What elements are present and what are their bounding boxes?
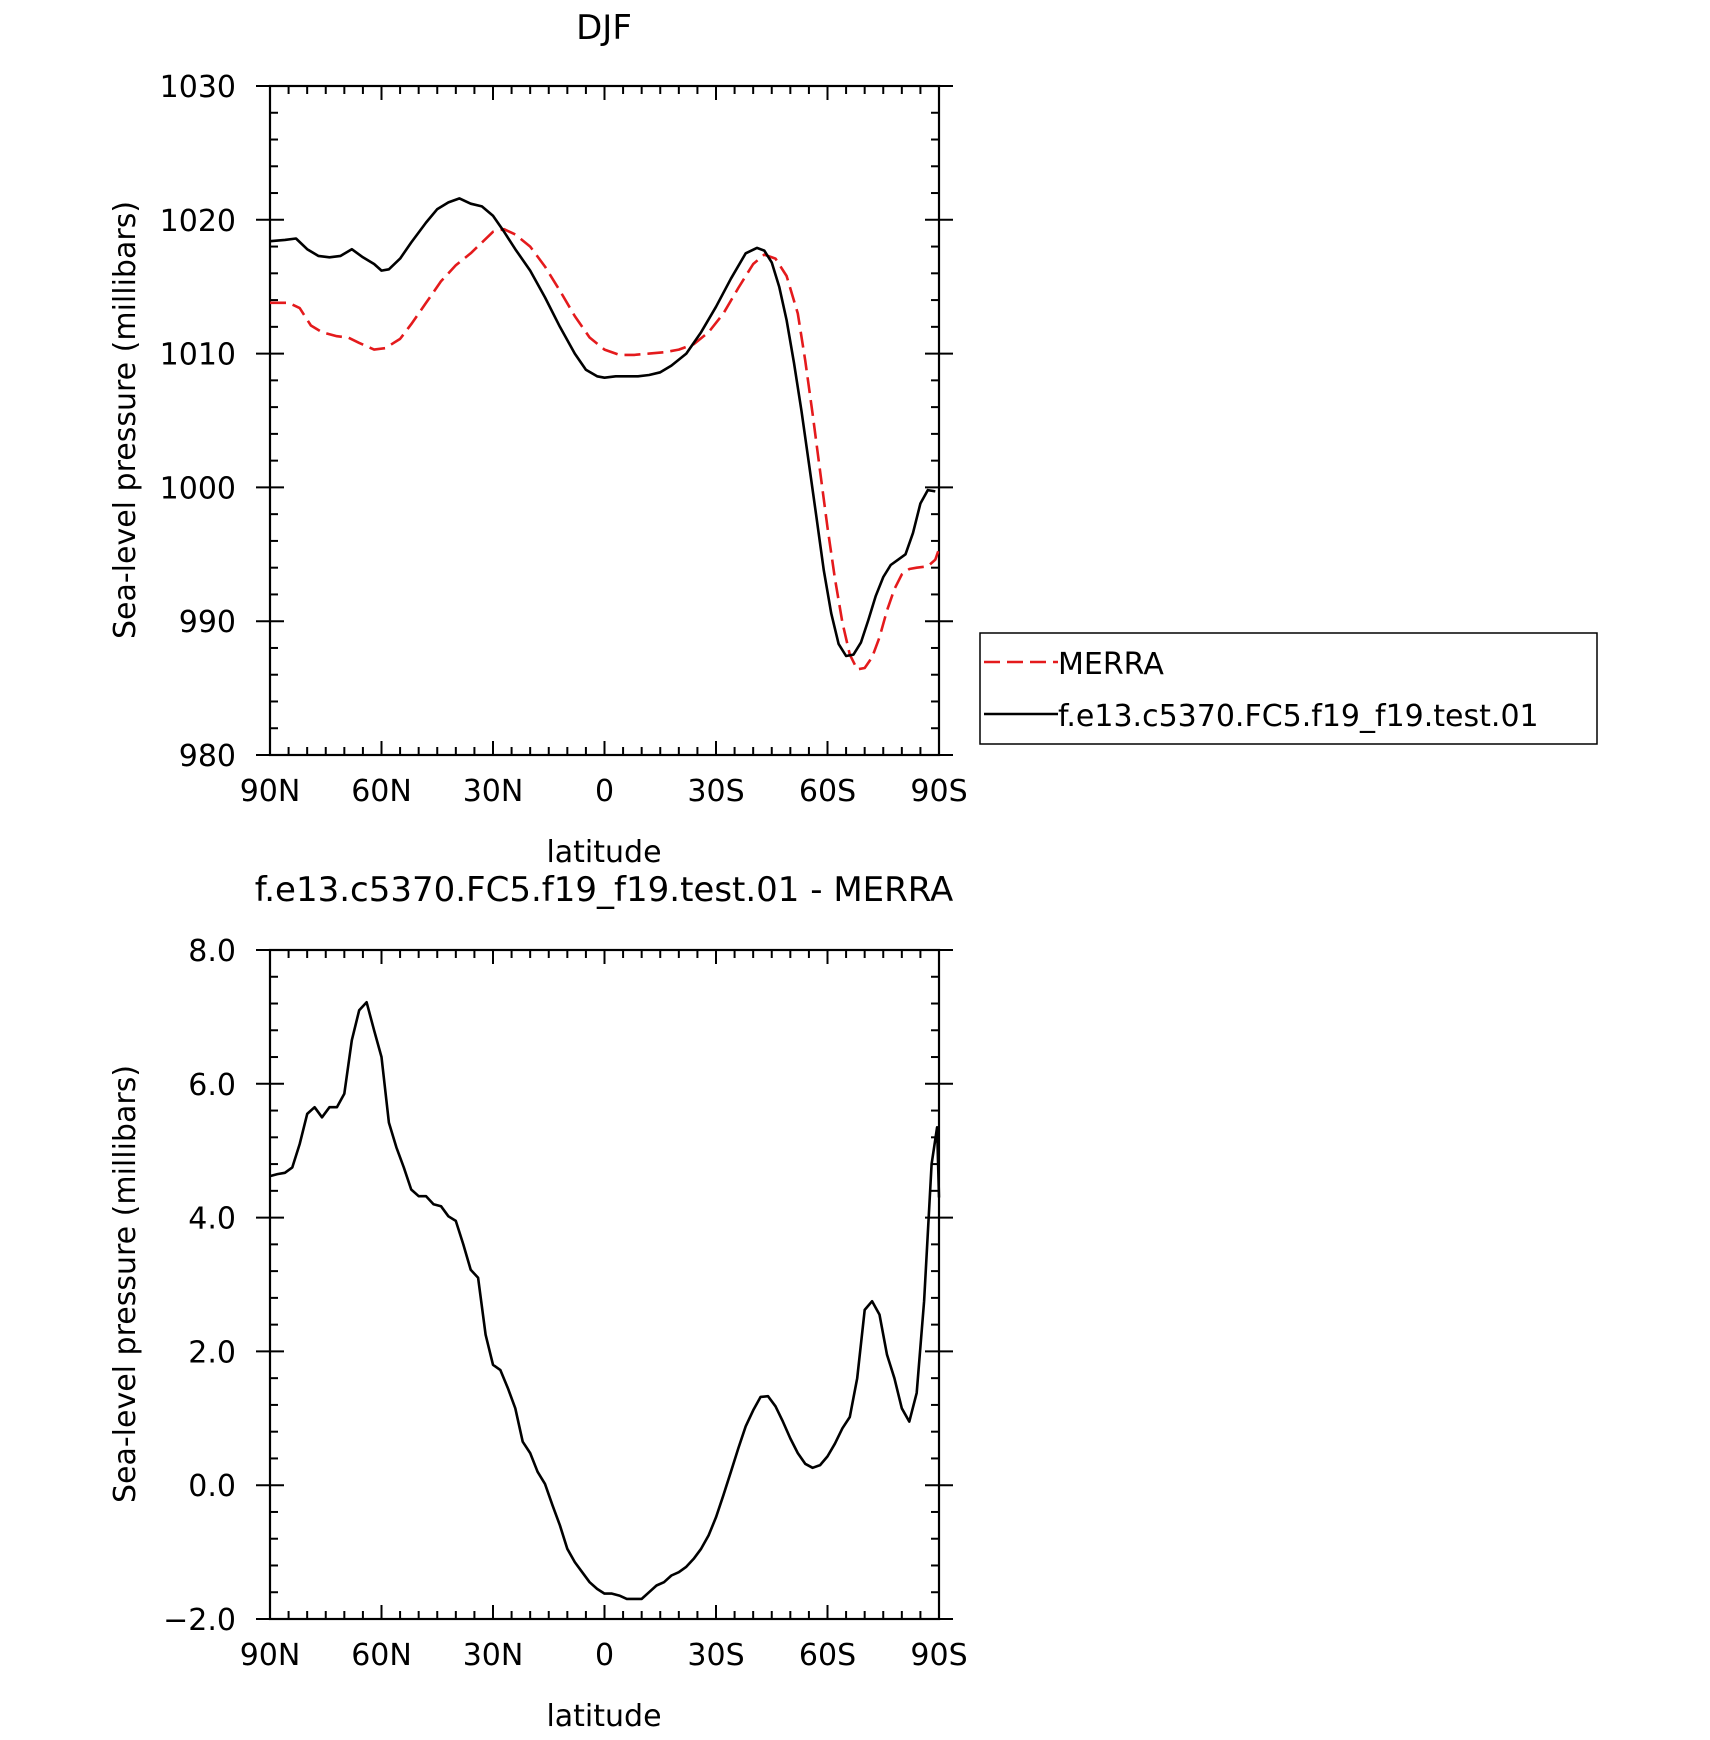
x-tick-label: 60S	[799, 774, 856, 809]
top-ylabel: Sea-level pressure (millibars)	[108, 201, 143, 639]
x-tick-label: 90N	[240, 774, 301, 809]
x-tick-label: 0	[595, 774, 614, 809]
y-tick-label: 8.0	[188, 934, 236, 969]
legend-box	[979, 632, 1598, 745]
y-tick-label: 4.0	[188, 1202, 236, 1237]
x-tick-label: 90S	[910, 774, 967, 809]
y-tick-label: 1010	[160, 338, 236, 373]
bottom-axis-ticks: 90N 60N 30N 0 30S 60S 90S −2.0 0.0 2.0 4.0 6.0 8.0	[163, 934, 967, 1673]
y-tick-label: 990	[179, 605, 236, 640]
x-tick-label: 90N	[240, 1638, 301, 1673]
bottom-xlabel: latitude	[546, 1699, 661, 1734]
series-line-model	[269, 197, 936, 658]
y-tick-label: 0.0	[188, 1469, 236, 1504]
legend-label-model: f.e13.c5370.FC5.f19_f19.test.01	[1058, 699, 1539, 734]
top-panel: DJF 90N 60N 30N 0 30S 60S 90S 980 990 1000 1010 102…	[108, 8, 1598, 870]
y-tick-label: −2.0	[163, 1603, 236, 1638]
top-plot-frame	[268, 84, 941, 757]
legend-label-merra: MERRA	[1058, 647, 1164, 682]
y-tick-label: 1020	[160, 204, 236, 239]
x-tick-label: 60N	[351, 1638, 412, 1673]
top-chart-title: DJF	[576, 8, 632, 48]
x-tick-label: 90S	[910, 1638, 967, 1673]
x-tick-label: 30S	[687, 1638, 744, 1673]
x-tick-label: 30N	[463, 774, 524, 809]
y-tick-label: 980	[179, 739, 236, 774]
x-tick-label: 30N	[463, 1638, 524, 1673]
x-tick-label: 60N	[351, 774, 412, 809]
series-line-merra	[270, 227, 941, 671]
top-axis-ticks: 90N 60N 30N 0 30S 60S 90S 980 990 1000 1010 1020 103…	[160, 70, 968, 809]
bottom-ylabel: Sea-level pressure (millibars)	[108, 1065, 143, 1503]
y-tick-label: 2.0	[188, 1335, 236, 1370]
x-tick-label: 60S	[799, 1638, 856, 1673]
y-tick-label: 1030	[160, 70, 236, 105]
x-tick-label: 30S	[687, 774, 744, 809]
x-tick-label: 0	[595, 1638, 614, 1673]
legend: MERRA f.e13.c5370.FC5.f19_f19.test.01	[979, 632, 1598, 745]
y-tick-label: 1000	[160, 471, 236, 506]
bottom-chart-title: f.e13.c5370.FC5.f19_f19.test.01 - MERRA	[255, 870, 954, 910]
bottom-panel: f.e13.c5370.FC5.f19_f19.test.01 - MERRA …	[108, 870, 968, 1734]
top-xlabel: latitude	[546, 835, 661, 870]
series-line-difference	[269, 1000, 941, 1601]
bottom-plot-frame	[268, 948, 941, 1621]
y-tick-label: 6.0	[188, 1068, 236, 1103]
